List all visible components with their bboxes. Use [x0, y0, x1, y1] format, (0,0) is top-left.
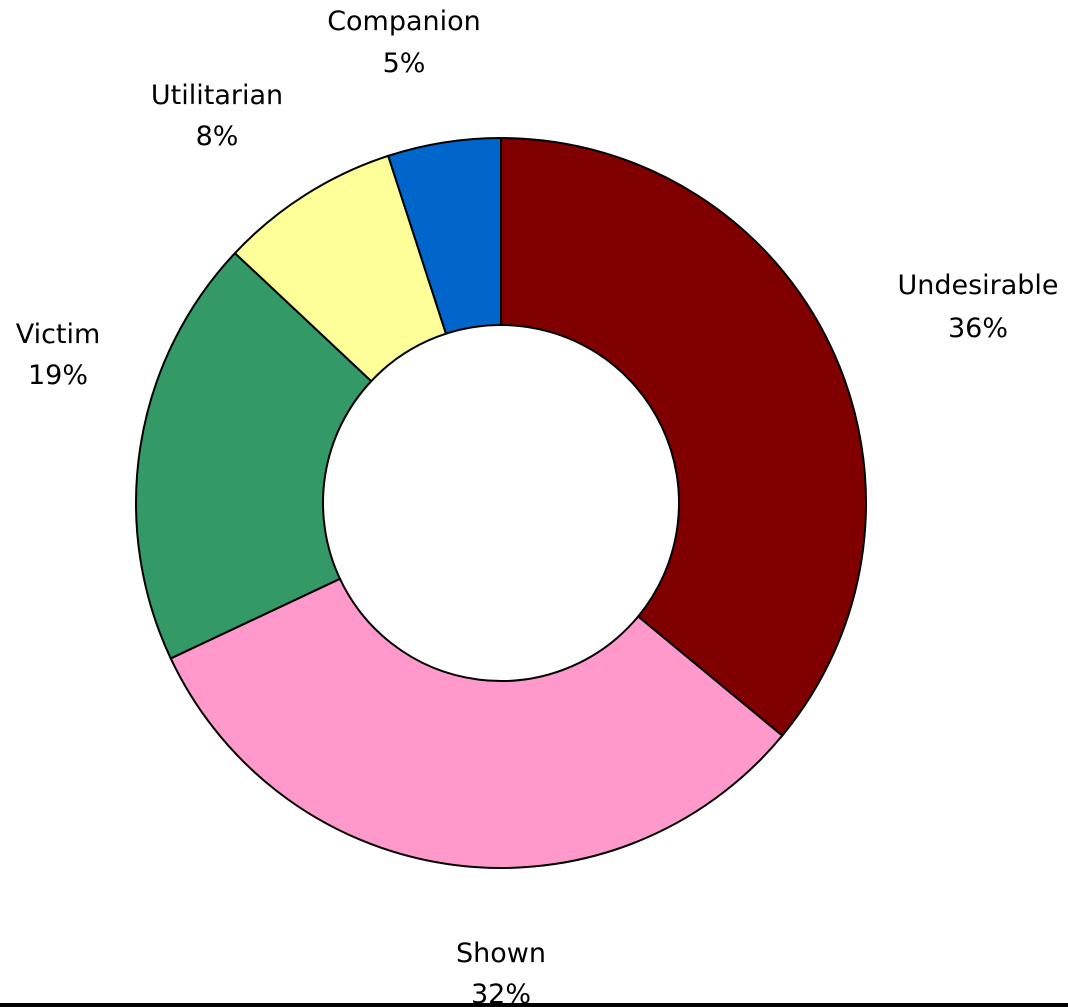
label-victim-name: Victim	[16, 319, 101, 350]
label-companion-name: Companion	[327, 6, 481, 37]
bottom-rule	[0, 1003, 1068, 1007]
label-undesirable-value: 36%	[948, 313, 1008, 344]
label-companion-value: 5%	[383, 48, 426, 79]
label-victim-value: 19%	[28, 360, 88, 391]
label-undesirable-name: Undesirable	[897, 270, 1058, 301]
slice-shown	[169, 577, 784, 869]
slice-undesirable	[500, 136, 867, 738]
label-shown-value: 32%	[471, 979, 531, 1007]
label-utilitarian-name: Utilitarian	[151, 80, 283, 111]
slice-victim	[135, 251, 373, 660]
label-utilitarian-value: 8%	[196, 121, 239, 152]
slice-companion	[386, 136, 502, 335]
data-labels: Undesirable 36% Shown 32% Victim 19% Utilitari…	[16, 6, 1059, 1007]
donut-slices	[135, 136, 867, 869]
label-shown-name: Shown	[456, 938, 546, 969]
